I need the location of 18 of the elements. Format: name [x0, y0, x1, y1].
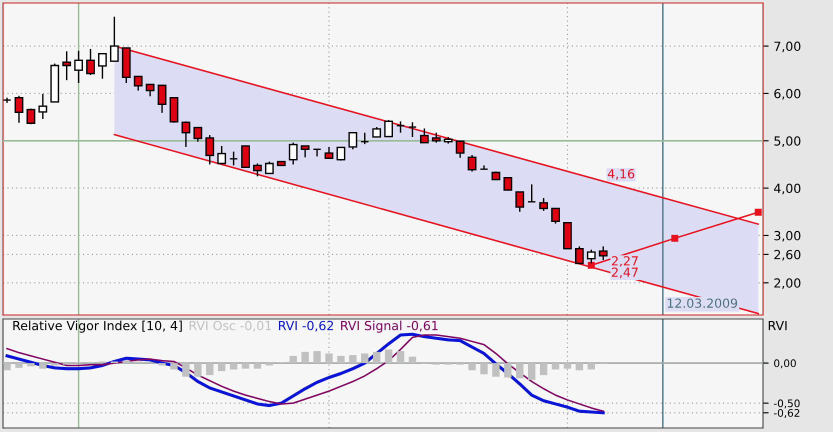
y-tick-label: 5,00 [774, 136, 800, 147]
y-tick-label: 2,60 [774, 250, 800, 261]
chart-title: Relative Vigor Index [10, 4] [13, 320, 182, 333]
y-tick-label: 0,00 [774, 359, 796, 368]
y-tick-label: 2,00 [774, 278, 800, 290]
annotation: 4,16 [608, 169, 634, 180]
y-tick-label: 3,00 [774, 230, 800, 242]
annotation: 2,47 [612, 268, 638, 278]
annotation: 2,27 [612, 256, 638, 267]
series-label: RVI Signal -0,61 [341, 320, 438, 333]
y-tick-label: 7,00 [774, 42, 800, 52]
y-axis-title: RVI [768, 321, 787, 330]
y-tick-label: -0,50 [774, 399, 800, 408]
y-tick-label: -0,62 [774, 409, 800, 418]
text: RVI -0,62 [278, 320, 334, 332]
y-tick-label: 4,00 [774, 184, 800, 194]
annotation: 12.03.2009 [668, 298, 738, 308]
y-tick-label: 6,00 [774, 88, 800, 100]
